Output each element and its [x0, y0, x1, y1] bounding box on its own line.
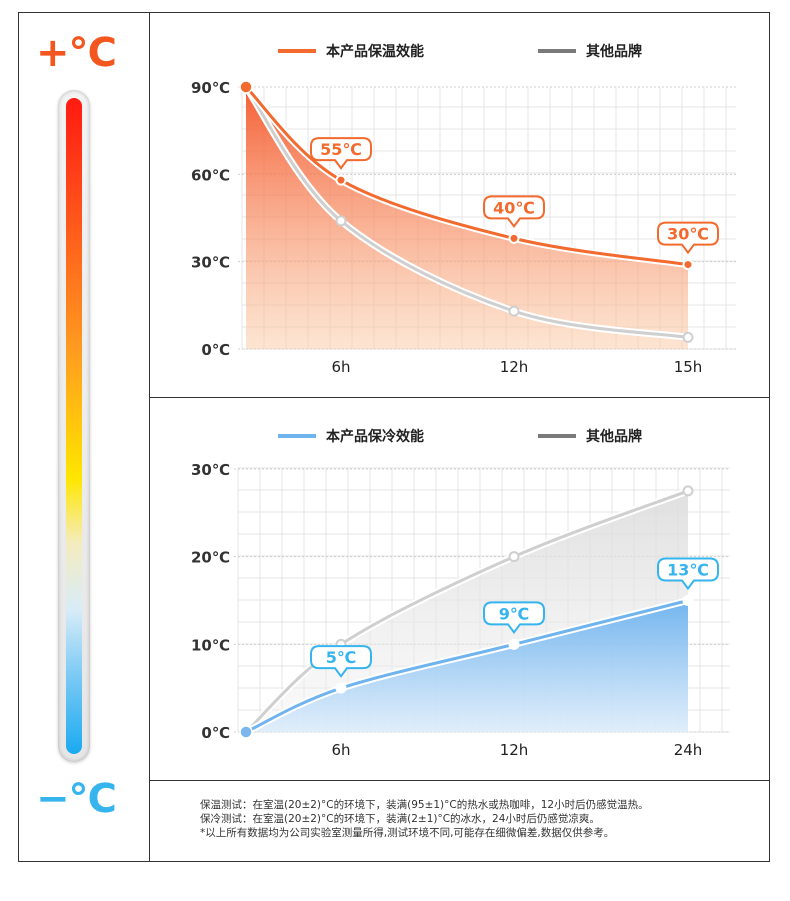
point-start: [239, 80, 253, 94]
point-main: [508, 232, 520, 244]
frame: [18, 12, 770, 862]
line-main: [244, 599, 690, 734]
y-tick-label: 30℃: [191, 461, 230, 479]
value-label: 55℃: [320, 140, 362, 159]
x-tick-label: 24h: [674, 741, 703, 759]
x-tick-label: 12h: [500, 358, 529, 376]
value-callout: [483, 601, 545, 634]
point-other: [682, 485, 694, 497]
line-other: [244, 85, 690, 339]
y-tick-label: 10℃: [191, 636, 230, 654]
divider-vertical: [149, 12, 150, 862]
value-callout: [483, 195, 545, 229]
point-other: [508, 305, 520, 317]
x-tick-label: 6h: [331, 741, 350, 759]
value-callout: [657, 221, 719, 255]
point-other: [335, 215, 347, 227]
divider-horizontal-top: [149, 397, 770, 398]
legend-label: 本产品保温效能: [326, 43, 424, 60]
note-line: *以上所有数据均为公司实验室测量所得,测试环境不同,可能存在细微偏差,数据仅供参…: [200, 827, 615, 839]
divider-horizontal-bottom: [149, 780, 770, 781]
value-label: 9℃: [499, 604, 530, 623]
y-tick-label: 20℃: [191, 549, 230, 567]
y-tick-label: 0℃: [201, 341, 230, 359]
value-callout: [657, 557, 719, 591]
point-main: [508, 638, 520, 650]
point-start: [239, 725, 253, 739]
line-main: [244, 85, 690, 267]
y-tick-label: 30℃: [191, 254, 230, 272]
point-main: [682, 595, 694, 606]
value-callout: [310, 645, 372, 678]
cold-retention-chart: 30℃ 20℃ 10℃ 0℃ 6h 12h 24h 本产品保冷效能 其他品牌 5℃ 9℃ 13℃: [191, 428, 730, 759]
value-label: 13℃: [667, 561, 709, 580]
point-main: [335, 682, 347, 694]
area-main: [246, 600, 688, 732]
value-label: 30℃: [667, 225, 709, 244]
thermometer-gradient: [66, 98, 82, 754]
note-line: 保温测试：在室温(20±2)°C的环境下，装满(95±1)°C的热水或热咖啡，1…: [200, 799, 649, 811]
legend-label: 其他品牌: [586, 428, 642, 445]
y-tick-label: 90℃: [191, 79, 230, 97]
point-other: [682, 331, 694, 343]
legend-label: 本产品保冷效能: [326, 428, 424, 445]
legend-label: 其他品牌: [586, 43, 642, 60]
value-label: 5℃: [326, 648, 357, 667]
x-tick-label: 12h: [500, 741, 529, 759]
point-other: [508, 551, 520, 563]
value-callout: [310, 137, 372, 170]
cold-symbol: −℃: [36, 776, 117, 822]
heat-retention-chart: 90℃ 60℃ 30℃ 0℃ 6h 12h 15h 本产品保温效能 其他品牌 55℃ 40℃ 30℃: [191, 43, 736, 376]
hot-symbol: +℃: [36, 30, 117, 76]
x-tick-label: 6h: [331, 358, 350, 376]
value-label: 40℃: [493, 198, 535, 217]
point-main: [335, 174, 347, 186]
area-main: [246, 87, 688, 349]
note-line: 保冷测试：在室温(20±2)°C的环境下，装满(2±1)°C的冰水，24小时后仍…: [200, 813, 600, 825]
y-tick-label: 0℃: [201, 724, 230, 742]
x-tick-label: 15h: [674, 358, 703, 376]
test-notes: 保温测试：在室温(20±2)°C的环境下，装满(95±1)°C的热水或热咖啡，1…: [200, 798, 649, 840]
line-other: [244, 489, 690, 734]
point-main: [682, 259, 694, 271]
y-tick-label: 60℃: [191, 166, 230, 184]
